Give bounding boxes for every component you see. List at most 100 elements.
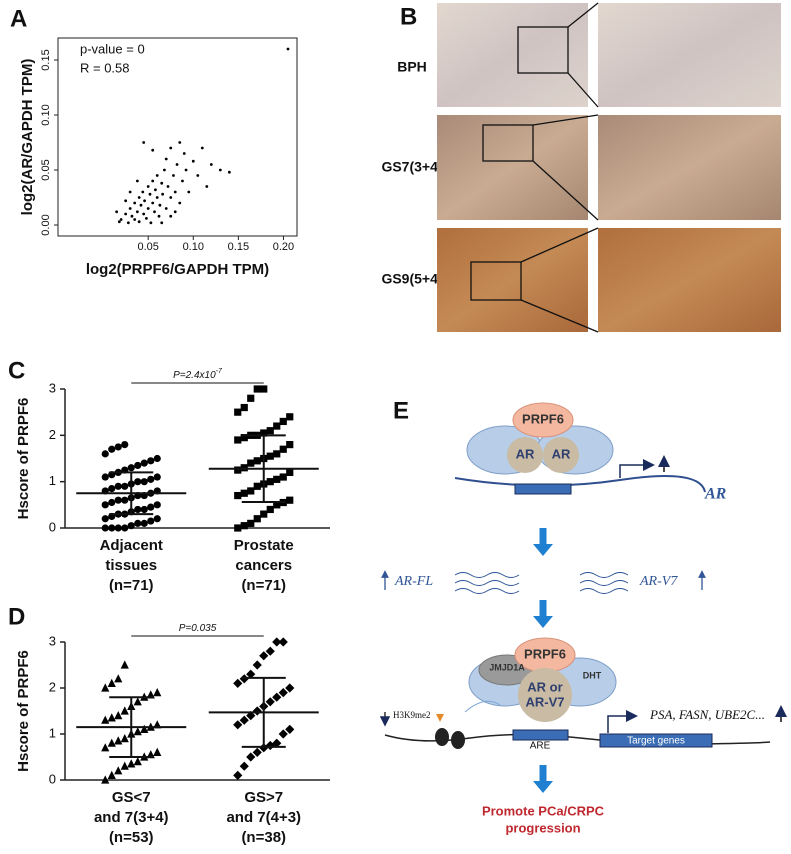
dot — [234, 491, 242, 500]
dna — [454, 475, 706, 493]
label: ARE — [530, 741, 551, 752]
point — [169, 214, 173, 218]
label: AREM — [529, 494, 558, 505]
panel-label: D — [8, 603, 25, 630]
element-box — [514, 483, 572, 495]
p-value-text: P=0.035 — [179, 623, 217, 634]
target-box — [599, 733, 713, 748]
annotation: p-value = 0 — [80, 41, 145, 56]
dot — [273, 501, 281, 509]
nucleosome — [451, 731, 465, 749]
x-tick-label: and 7(4+3) — [226, 809, 301, 826]
dot — [108, 485, 116, 493]
x-tick-label: 0.20 — [273, 241, 294, 253]
y-tick-label: 0.15 — [40, 49, 52, 70]
point — [205, 185, 209, 188]
genes: PSA, FASN, UBE2C... — [649, 707, 765, 722]
dot — [140, 505, 148, 514]
dot — [114, 674, 123, 683]
dot — [266, 427, 274, 435]
dot — [260, 429, 268, 437]
point — [181, 179, 184, 183]
dot — [108, 445, 116, 453]
point — [135, 179, 139, 183]
prpf6 — [512, 402, 574, 438]
x-tick-label: GS>7 — [244, 789, 283, 806]
point — [124, 199, 128, 203]
dot — [101, 743, 110, 752]
point — [169, 146, 173, 150]
point — [169, 196, 173, 199]
dot — [273, 475, 281, 483]
point — [146, 185, 150, 188]
x-tick-label: 0.10 — [183, 241, 204, 253]
x-tick-label: tissues — [105, 557, 157, 574]
point — [286, 47, 290, 51]
micrograph — [437, 228, 588, 332]
dot — [133, 727, 142, 736]
dot — [278, 729, 288, 739]
outcome: Promote PCa/CRPC — [482, 803, 605, 818]
micrograph — [598, 3, 781, 107]
point — [187, 190, 191, 194]
dot — [272, 637, 282, 647]
y-axis-label: Hscore of PRPF6 — [15, 398, 32, 520]
dot — [101, 473, 109, 481]
dot — [101, 683, 110, 692]
dot — [134, 461, 142, 470]
dot — [266, 452, 274, 460]
point — [155, 196, 159, 199]
dot — [239, 715, 249, 725]
point — [139, 203, 143, 207]
dot — [252, 706, 262, 716]
y-axis-label: Hscore of PRPF6 — [15, 650, 32, 772]
nucleosome — [435, 728, 449, 746]
dot — [114, 482, 122, 490]
y-tick-label: 0.10 — [40, 104, 52, 125]
dot — [121, 524, 129, 532]
flow — [533, 544, 553, 556]
panel-label: E — [393, 397, 409, 424]
point — [161, 192, 165, 196]
label: AR — [552, 446, 571, 461]
row-label: BPH — [397, 59, 427, 75]
point — [166, 185, 170, 188]
point — [126, 221, 130, 225]
dot — [101, 775, 110, 784]
point — [182, 152, 186, 155]
dot — [234, 524, 242, 532]
dot — [121, 496, 129, 504]
x-tick-label: Prostate — [234, 537, 294, 554]
ar — [543, 437, 579, 473]
dot — [234, 408, 242, 416]
dot — [114, 711, 123, 720]
y-tick-label: 3 — [49, 633, 56, 648]
dot — [121, 441, 129, 449]
dot — [120, 761, 129, 770]
ar — [518, 668, 572, 722]
point — [128, 190, 132, 194]
dot — [120, 734, 129, 743]
panel-label: C — [8, 357, 25, 384]
dot — [247, 519, 255, 527]
point — [227, 170, 231, 174]
point — [124, 212, 128, 216]
y-tick-label: 0 — [49, 519, 56, 534]
dot — [233, 678, 243, 688]
x-tick-label: (n=71) — [109, 577, 154, 594]
dot — [279, 445, 287, 453]
dot — [246, 669, 256, 679]
dot — [240, 434, 248, 442]
methyl — [436, 714, 444, 722]
point — [200, 146, 204, 150]
y-tick-label: 0 — [49, 771, 56, 786]
micrograph — [598, 228, 781, 332]
dot — [273, 422, 281, 430]
dot — [240, 489, 248, 497]
dot — [234, 466, 242, 474]
point — [137, 196, 141, 199]
x-tick-label: 0.05 — [137, 241, 158, 253]
flow — [533, 781, 553, 793]
point — [173, 190, 177, 194]
